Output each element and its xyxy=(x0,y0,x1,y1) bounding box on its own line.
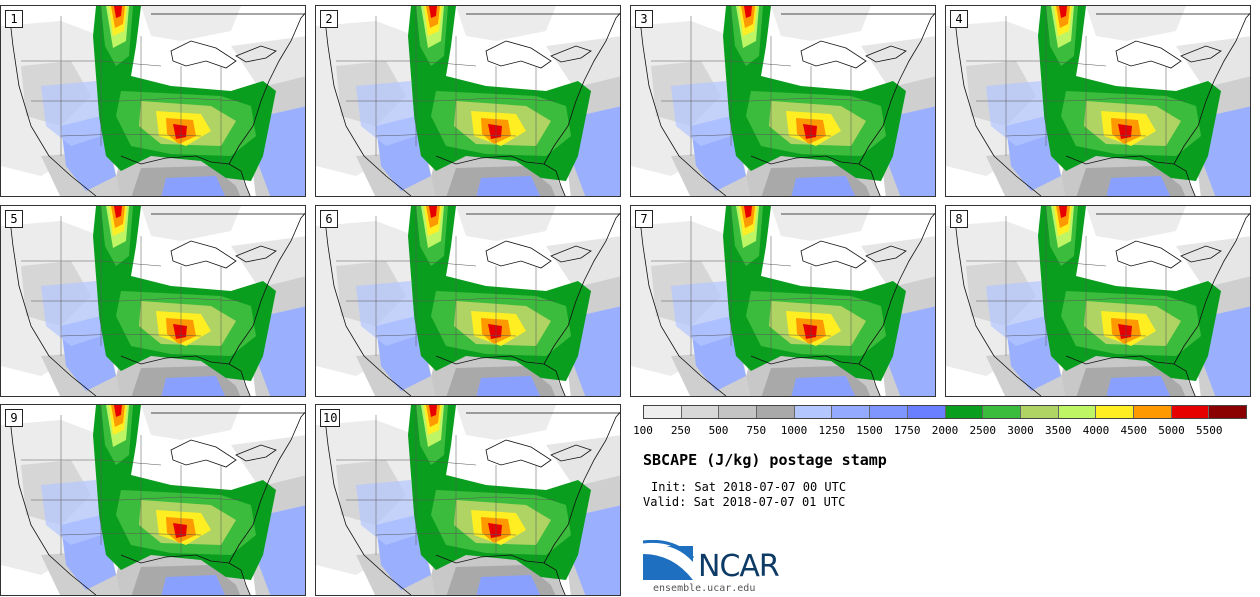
panel-number: 2 xyxy=(320,10,338,28)
member-panel-5: 5 xyxy=(0,205,306,397)
ncar-wordmark: NCAR xyxy=(698,549,780,584)
colorbar-tick-label: 3500 xyxy=(1045,424,1072,437)
colorbar-tick-label: 250 xyxy=(670,424,691,437)
colorbar-swatch-9 xyxy=(983,406,1021,418)
colorbar-tick-label: 4000 xyxy=(1082,424,1110,437)
colorbar-tick-label: 3000 xyxy=(1007,424,1034,437)
site-url: ensemble.ucar.edu xyxy=(653,583,756,594)
colorbar-swatch-4 xyxy=(794,406,833,418)
colorbar-tick-label: 2500 xyxy=(969,424,997,437)
panel-number: 10 xyxy=(320,409,341,427)
member-panel-10: 10 xyxy=(315,404,621,596)
cape-map-image xyxy=(946,6,1251,197)
member-panel-7: 7 xyxy=(630,205,936,397)
colorbar-swatch-2 xyxy=(719,406,758,418)
colorbar-swatch-10 xyxy=(1020,406,1059,418)
colorbar xyxy=(643,405,1247,419)
panel-number: 9 xyxy=(5,409,23,427)
member-panel-2: 2 xyxy=(315,5,621,197)
map-title: SBCAPE (J/kg) postage stamp xyxy=(643,451,887,469)
panel-number: 4 xyxy=(950,10,968,28)
colorbar-tick-label: 4500 xyxy=(1120,424,1148,437)
cape-map-image xyxy=(316,206,621,397)
colorbar-tick-label: 1500 xyxy=(856,424,883,437)
colorbar-swatch-7 xyxy=(907,406,946,418)
colorbar-swatch-1 xyxy=(681,406,720,418)
colorbar-tick-label: 2000 xyxy=(931,424,959,437)
colorbar-swatch-15 xyxy=(1209,406,1246,418)
panel-number: 8 xyxy=(950,210,968,228)
valid-time: Valid: Sat 2018-07-07 01 UTC xyxy=(643,495,846,509)
colorbar-ticks: 100 250 500 750 1000 1250 1500 1750 2000 2500 3000… xyxy=(633,424,1260,440)
cape-map-image xyxy=(946,206,1251,397)
init-time: Init: Sat 2018-07-07 00 UTC xyxy=(651,480,847,494)
colorbar-tick-label: 750 xyxy=(746,424,767,437)
colorbar-tick-label: 500 xyxy=(708,424,729,437)
panel-number: 6 xyxy=(320,210,338,228)
colorbar-swatch-8 xyxy=(945,406,984,418)
colorbar-swatch-3 xyxy=(757,406,795,418)
colorbar-tick-label: 100 xyxy=(633,424,653,437)
member-panel-3: 3 xyxy=(630,5,936,197)
cape-map-image xyxy=(316,405,621,596)
colorbar-swatch-13 xyxy=(1133,406,1172,418)
panel-number: 7 xyxy=(635,210,653,228)
cape-map-image xyxy=(631,206,936,397)
panel-number: 1 xyxy=(5,10,23,28)
ncar-logo-icon xyxy=(643,540,695,580)
panel-number: 3 xyxy=(635,10,653,28)
member-panel-4: 4 xyxy=(945,5,1251,197)
cape-map-image xyxy=(1,6,306,197)
colorbar-tick-label: 1250 xyxy=(818,424,846,437)
cape-map-image xyxy=(316,6,621,197)
member-panel-8: 8 xyxy=(945,205,1251,397)
colorbar-swatch-0 xyxy=(644,406,682,418)
colorbar-swatch-12 xyxy=(1096,406,1134,418)
colorbar-tick-label: 5500 xyxy=(1196,424,1223,437)
panel-number: 5 xyxy=(5,210,23,228)
colorbar-swatch-5 xyxy=(832,406,871,418)
colorbar-tick-label: 1000 xyxy=(780,424,808,437)
colorbar-swatch-14 xyxy=(1171,406,1210,418)
colorbar-tick-label: 5000 xyxy=(1158,424,1185,437)
colorbar-swatch-11 xyxy=(1058,406,1097,418)
cape-map-image xyxy=(1,206,306,397)
colorbar-swatch-6 xyxy=(870,406,908,418)
cape-map-image xyxy=(1,405,306,596)
member-panel-1: 1 xyxy=(0,5,306,197)
cape-map-image xyxy=(631,6,936,197)
colorbar-tick-label: 1750 xyxy=(894,424,921,437)
member-panel-9: 9 xyxy=(0,404,306,596)
member-panel-6: 6 xyxy=(315,205,621,397)
